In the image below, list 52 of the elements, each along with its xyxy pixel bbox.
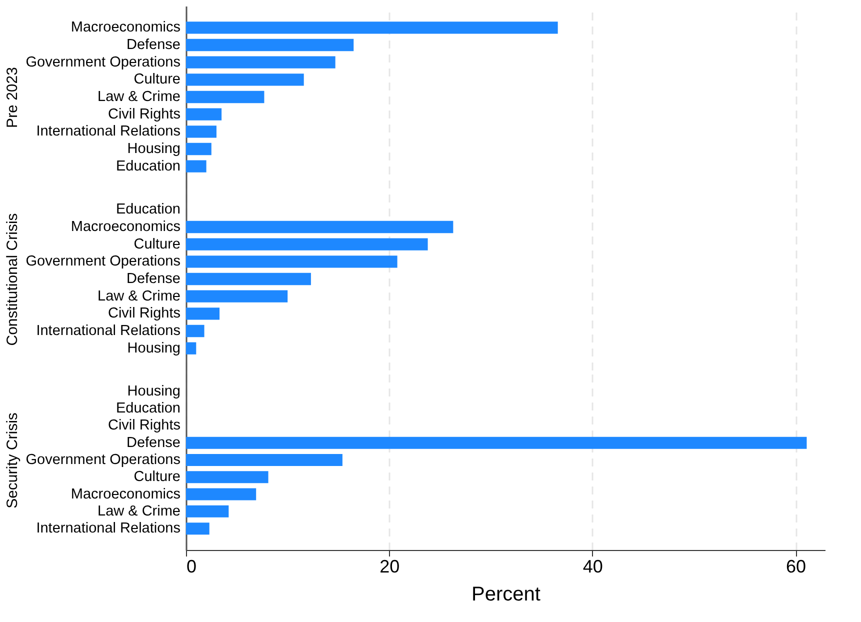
bar [186, 142, 212, 156]
x-tick-label: 20 [380, 556, 400, 576]
y-tick-label: Civil Rights [108, 106, 180, 122]
y-axis-title: Security Crisis [4, 412, 21, 508]
y-tick-label: Law & Crime [98, 503, 180, 520]
y-tick-label: Housing [127, 340, 180, 356]
bar [186, 74, 304, 86]
y-tick-label: Culture [134, 236, 180, 252]
y-axis-title: Pre 2023 [4, 67, 21, 128]
bar [186, 38, 354, 52]
y-tick-label: Education [116, 400, 180, 417]
bar [186, 126, 216, 138]
bar [186, 160, 206, 172]
bar [186, 90, 264, 104]
y-tick-label: Government Operations [26, 452, 180, 468]
bar [186, 290, 288, 302]
y-tick-label: Culture [134, 72, 180, 88]
y-tick-label: Macroeconomics [70, 219, 180, 235]
bar [186, 308, 220, 320]
bar [186, 108, 222, 120]
x-tick-label: 0 [186, 556, 197, 576]
y-tick-label: Macroeconomics [70, 20, 180, 36]
y-tick-label: Education [116, 202, 180, 218]
y-tick-label: Housing [127, 141, 180, 157]
y-axis-title: Constitutional Crisis [4, 213, 21, 346]
y-tick-label: Defense [126, 271, 180, 287]
bar [186, 238, 428, 250]
bar [186, 220, 454, 234]
y-tick-label: Culture [134, 469, 180, 486]
bar [186, 56, 336, 68]
bar [186, 22, 558, 34]
bar [186, 324, 204, 338]
x-tick-label: 40 [582, 556, 603, 576]
y-tick-label: Defense [126, 37, 180, 53]
y-tick-label: Education [116, 158, 180, 174]
bar [186, 272, 311, 286]
y-tick-label: Civil Rights [108, 418, 180, 434]
x-tick-label: 60 [786, 556, 806, 576]
y-tick-label: International Relations [36, 323, 180, 339]
y-tick-label: Government Operations [26, 54, 180, 70]
bar [186, 256, 398, 268]
y-tick-label: Defense [126, 434, 180, 451]
y-tick-label: Law & Crime [98, 89, 180, 105]
y-tick-label: Macroeconomics [70, 486, 180, 502]
x-axis-title: Percent [472, 584, 541, 606]
y-tick-label: Law & Crime [98, 288, 180, 304]
y-tick-label: Government Operations [26, 254, 180, 270]
y-tick-label: Civil Rights [108, 306, 180, 322]
y-tick-label: Housing [127, 383, 180, 400]
y-tick-label: International Relations [36, 520, 180, 537]
bar [186, 342, 196, 354]
y-tick-label: International Relations [36, 124, 180, 140]
